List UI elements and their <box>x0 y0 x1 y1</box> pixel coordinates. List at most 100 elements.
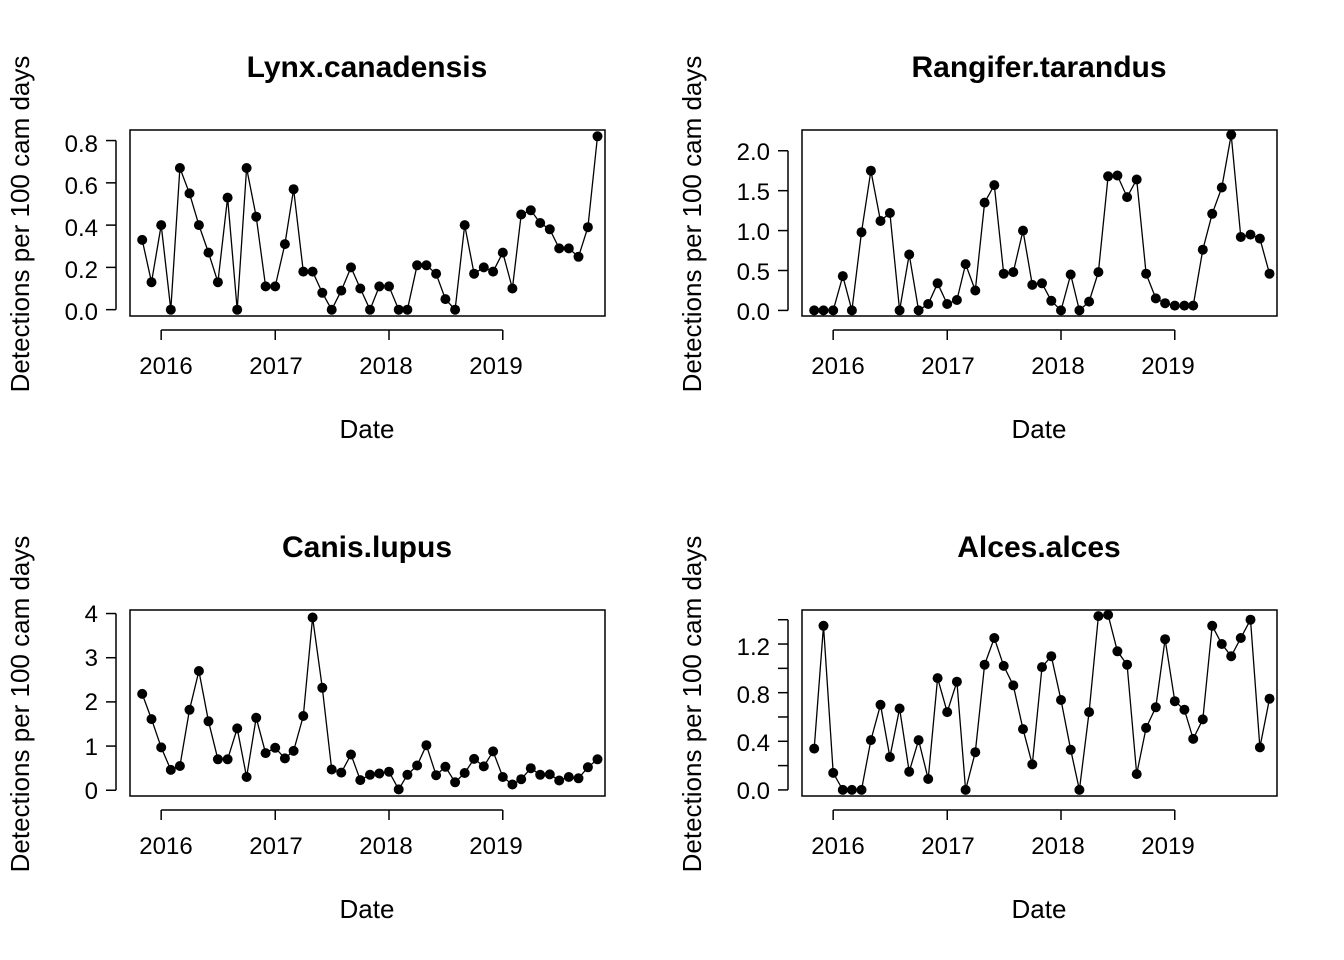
data-point <box>1093 611 1104 622</box>
data-point <box>1160 634 1171 645</box>
data-point <box>326 304 337 315</box>
data-point <box>184 704 195 715</box>
data-point <box>1046 651 1057 662</box>
data-point <box>279 753 290 764</box>
data-point <box>525 763 536 774</box>
data-point <box>535 218 546 228</box>
data-point <box>402 769 413 780</box>
data-point <box>989 180 1000 191</box>
data-point <box>818 620 829 631</box>
data-point <box>865 735 876 746</box>
data-point <box>1046 295 1057 306</box>
data-point <box>270 281 281 292</box>
data-point <box>942 299 953 309</box>
plot-marks <box>778 129 1275 340</box>
data-point <box>1112 646 1123 657</box>
y-tick-label: 1.5 <box>737 179 770 206</box>
data-point <box>875 216 886 226</box>
data-point <box>146 277 157 288</box>
data-point <box>592 754 603 765</box>
data-point <box>222 754 233 765</box>
data-point <box>1074 305 1085 316</box>
data-point <box>317 287 328 298</box>
data-point <box>913 735 924 746</box>
data-point <box>1254 233 1265 244</box>
data-point <box>232 723 243 734</box>
data-point <box>582 762 593 773</box>
data-point <box>1018 225 1028 236</box>
data-point <box>1207 208 1218 219</box>
data-point <box>298 266 309 277</box>
data-point <box>326 764 337 775</box>
data-point <box>960 784 971 795</box>
data-point <box>989 633 1000 643</box>
data-point <box>193 666 204 676</box>
data-point <box>970 285 981 296</box>
y-tick-label: 0.4 <box>65 215 98 242</box>
data-point <box>1188 733 1199 744</box>
panel-lynx: Lynx.canadensis Date Detections per 100 … <box>5 51 606 444</box>
data-point <box>932 673 943 684</box>
data-point <box>837 784 848 795</box>
data-point <box>544 769 555 780</box>
data-point <box>241 163 252 173</box>
data-point <box>809 305 820 316</box>
y-axis-label: Detections per 100 cam days <box>5 536 35 873</box>
data-point <box>488 266 499 277</box>
data-point <box>1065 269 1076 280</box>
data-point <box>469 753 480 764</box>
y-tick-label: 2 <box>85 689 98 716</box>
data-point <box>525 205 536 216</box>
y-tick-label: 0 <box>85 778 98 805</box>
data-point <box>1122 659 1133 670</box>
data-point <box>1141 268 1152 279</box>
data-point <box>317 682 328 693</box>
data-point <box>146 714 157 725</box>
data-point <box>1216 182 1227 193</box>
x-tick-label: 2019 <box>469 353 522 380</box>
data-point <box>1027 759 1038 770</box>
data-point <box>374 281 385 292</box>
data-point <box>1037 278 1047 289</box>
data-point <box>979 659 990 670</box>
data-point <box>894 703 905 714</box>
chart-title: Rangifer.tarandus <box>911 51 1166 84</box>
data-point <box>279 239 290 250</box>
data-point <box>384 766 394 777</box>
plot-frame <box>129 129 606 317</box>
data-point <box>1074 784 1085 795</box>
data-point <box>516 774 527 785</box>
data-point <box>412 760 423 771</box>
x-tick-label: 2016 <box>139 353 192 380</box>
data-point <box>1027 279 1038 290</box>
data-point <box>193 220 204 231</box>
data-point <box>251 712 262 723</box>
data-point <box>1131 769 1142 780</box>
data-point <box>923 774 934 784</box>
y-tick-label: 0.0 <box>737 299 770 326</box>
data-point <box>440 761 451 772</box>
data-point <box>203 247 214 258</box>
data-point <box>1056 695 1066 705</box>
data-point <box>970 747 981 758</box>
data-point <box>1103 171 1114 182</box>
data-point <box>365 304 375 315</box>
x-axis-label: Date <box>340 894 395 924</box>
data-point <box>1235 232 1246 242</box>
data-point <box>1197 714 1208 725</box>
data-point <box>307 612 318 623</box>
data-point <box>270 742 281 753</box>
data-point <box>1245 614 1256 625</box>
data-point <box>469 268 480 279</box>
data-point <box>137 234 148 245</box>
data-point <box>582 222 593 233</box>
data-point <box>421 260 432 271</box>
data-point <box>1141 722 1152 733</box>
data-point <box>884 208 895 218</box>
data-point <box>865 165 876 176</box>
y-tick-label: 0.2 <box>65 257 98 284</box>
data-point <box>1037 662 1047 673</box>
plot-frame <box>801 129 1278 317</box>
panel-canis: Canis.lupus Date Detections per 100 cam … <box>5 531 606 924</box>
y-tick-label: 2.0 <box>737 139 770 166</box>
